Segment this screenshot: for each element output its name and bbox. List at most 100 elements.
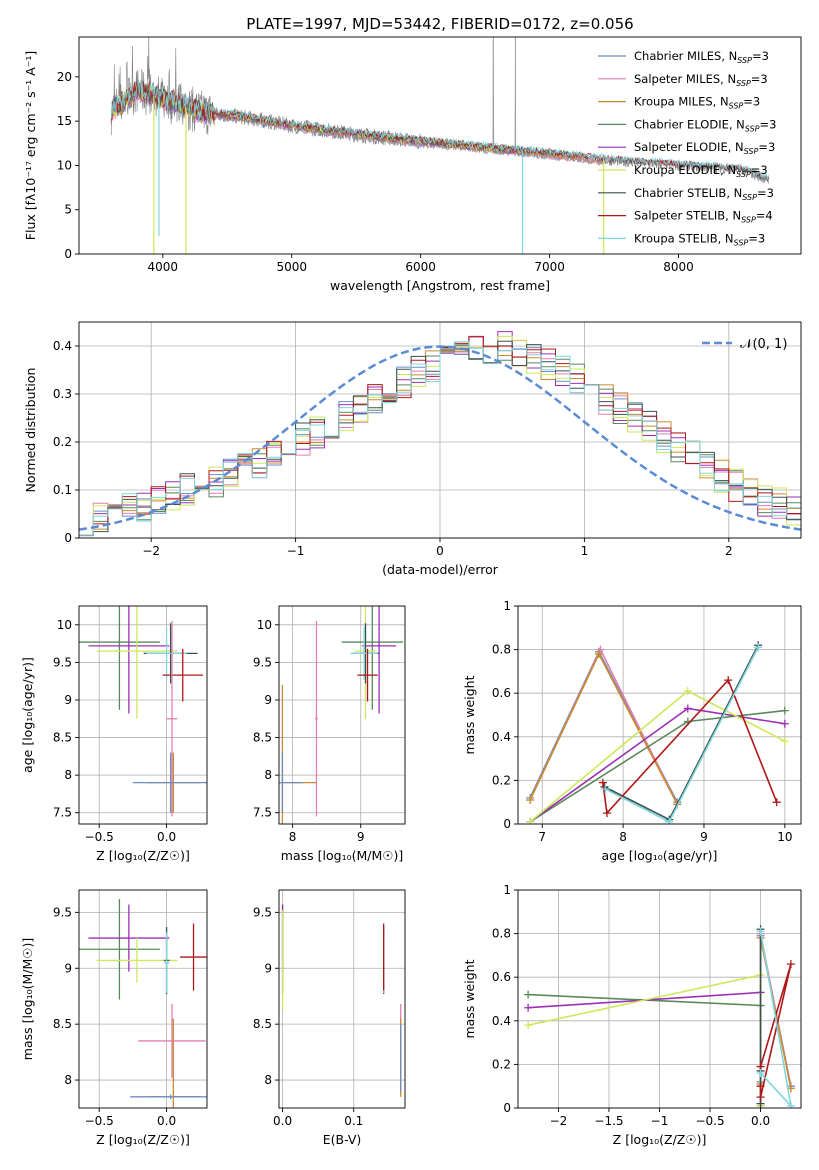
errorbar-kroupa-elodie bbox=[96, 606, 178, 719]
y-axis-label: age [log₁₀(age/yr)] bbox=[20, 657, 35, 773]
x-tick-label: 6000 bbox=[405, 260, 436, 274]
y-tick-label: 9.5 bbox=[253, 655, 272, 669]
mass-weight-vs-age-axes: 7 8 9 10 0 0.2 0.4 0.6 0.8 1 age [log₁₀(age/yr)] ma… bbox=[462, 599, 802, 863]
y-tick-label: 9 bbox=[64, 961, 72, 975]
x-tick-label: 4000 bbox=[148, 260, 179, 274]
errorbar-salpeter-miles bbox=[138, 1004, 206, 1078]
point-kroupa-miles bbox=[594, 649, 603, 658]
x-tick-label: −1.5 bbox=[594, 1114, 623, 1128]
x-tick-label: −0.5 bbox=[85, 1114, 114, 1128]
errorbar-kroupa-stelib bbox=[146, 627, 187, 680]
errorbar-chabrier-miles bbox=[132, 752, 207, 813]
point-kroupa-stelib bbox=[756, 1069, 765, 1078]
y-tick-label: 9 bbox=[264, 961, 272, 975]
errorbar-chabrier-miles bbox=[130, 1094, 207, 1100]
mass-vs-ebv-axes: 0.0 0.1 8 8.5 9 9.5 E(B-V) bbox=[253, 889, 406, 1147]
axes-frame bbox=[278, 605, 406, 825]
legend-label-salpeter-stelib: Salpeter STELIB, NSSP=4 bbox=[634, 209, 773, 225]
legend-label-kroupa-stelib: Kroupa STELIB, NSSP=3 bbox=[634, 231, 765, 247]
legend-label-salpeter-miles: Salpeter MILES, NSSP=3 bbox=[634, 72, 768, 88]
y-tick-label: 10 bbox=[57, 158, 72, 172]
axes-frame bbox=[278, 889, 406, 1109]
point-salpeter-elodie bbox=[524, 1003, 533, 1012]
point-kroupa-stelib bbox=[786, 1101, 795, 1108]
point-salpeter-elodie bbox=[683, 704, 692, 713]
errorbar-salpeter-elodie bbox=[362, 606, 397, 714]
y-tick-label: 0.6 bbox=[492, 970, 511, 984]
axes-frame bbox=[78, 36, 802, 255]
y-tick-label: 8.5 bbox=[253, 1017, 272, 1031]
point-kroupa-stelib bbox=[601, 785, 610, 794]
point-salpeter-stelib bbox=[598, 778, 607, 787]
line-kroupa-elodie bbox=[529, 690, 786, 823]
plot-area bbox=[281, 904, 402, 1097]
y-tick-label: 9 bbox=[264, 693, 272, 707]
age-vs-z-axes: −0.5 0.0 7.5 8 8.5 9 9.5 10 Z [log₁₀(Z/Z☉)] age [… bbox=[20, 605, 208, 863]
y-axis-label: Flux [fλ10⁻¹⁷ erg cm⁻² s⁻¹ A⁻¹] bbox=[23, 51, 38, 240]
model-spectrum-kroupa-stelib bbox=[110, 78, 770, 182]
plot-area bbox=[79, 606, 207, 817]
point-chabrier-elodie bbox=[780, 706, 789, 715]
errorbar-chabrier-miles bbox=[279, 752, 303, 813]
line-kroupa-miles bbox=[529, 652, 679, 805]
x-tick-label: 1 bbox=[581, 544, 589, 558]
point-kroupa-stelib bbox=[665, 817, 674, 824]
axes-decoration: 4000 5000 6000 7000 8000 0 5 10 15 20 wavelength [… bbox=[23, 36, 802, 293]
axes-decoration: 8 9 7.5 8 8.5 9 9.5 10 mass [log₁₀(M/M☉)] bbox=[253, 605, 406, 863]
errorbar-chabrier-elodie bbox=[79, 606, 160, 710]
hist-kroupa-stelib bbox=[79, 341, 801, 538]
mass-vs-z-axes: −0.5 0.0 8 8.5 9 9.5 Z [log₁₀(Z/Z☉)] mass [log₁… bbox=[20, 889, 208, 1147]
plot-area bbox=[110, 37, 770, 254]
y-tick-label: 9.5 bbox=[53, 905, 72, 919]
line-salpeter-elodie bbox=[528, 991, 762, 1106]
x-tick-label: 8 bbox=[619, 830, 627, 844]
axes-decoration: −2 −1.5 −1 −0.5 0.0 0 0.2 0.4 0.6 0.8 1 Z [log₁₀(Z/… bbox=[462, 883, 802, 1147]
x-axis-label: wavelength [Angstrom, rest frame] bbox=[330, 278, 550, 293]
point-salpeter-stelib bbox=[602, 809, 611, 818]
line-kroupa-stelib bbox=[604, 647, 759, 823]
y-tick-label: 0.4 bbox=[492, 1014, 511, 1028]
x-tick-label: −0.5 bbox=[695, 1114, 724, 1128]
point-kroupa-elodie bbox=[524, 1021, 533, 1030]
y-tick-label: 8.5 bbox=[53, 731, 72, 745]
y-tick-label: 20 bbox=[57, 70, 72, 84]
legend-label-kroupa-elodie: Kroupa ELODIE, NSSP=3 bbox=[634, 163, 768, 179]
y-tick-label: 0.3 bbox=[53, 387, 72, 401]
axes-decoration: 0.0 0.1 8 8.5 9 9.5 E(B-V) bbox=[253, 889, 406, 1147]
y-tick-label: 9.5 bbox=[53, 655, 72, 669]
y-tick-label: 0.8 bbox=[492, 643, 511, 657]
errorbar-kroupa-stelib bbox=[163, 932, 170, 993]
x-tick-label: 2 bbox=[725, 544, 733, 558]
spectrum-legend: Chabrier MILES, NSSP=3 Salpeter MILES, NS… bbox=[598, 49, 776, 247]
plot-area bbox=[79, 898, 207, 1108]
point-salpeter-stelib bbox=[786, 960, 795, 969]
y-tick-label: 8 bbox=[64, 1073, 72, 1087]
x-tick-label: 9 bbox=[357, 830, 365, 844]
legend-label-kroupa-miles: Kroupa MILES, NSSP=3 bbox=[634, 95, 760, 111]
x-tick-label: 10 bbox=[777, 830, 792, 844]
y-tick-label: 15 bbox=[57, 114, 72, 128]
legend-label-normal: 𝒩(0, 1) bbox=[740, 337, 787, 352]
errorbar-salpeter-stelib bbox=[180, 923, 207, 991]
residual-axes: −2 −1 0 1 2 0 0.1 0.2 0.3 0.4 (data-model)/error No… bbox=[23, 321, 802, 577]
line-salpeter-stelib bbox=[602, 678, 778, 815]
y-tick-label: 0.1 bbox=[53, 483, 72, 497]
errorbar-salpeter-miles bbox=[315, 621, 318, 817]
age-vs-mass-axes: 8 9 7.5 8 8.5 9 9.5 10 mass [log₁₀(M/M☉)] bbox=[253, 605, 406, 863]
point-salpeter-stelib bbox=[724, 676, 733, 685]
errorbar-salpeter-stelib bbox=[162, 648, 203, 702]
y-tick-label: 0.2 bbox=[53, 435, 72, 449]
x-axis-label: Z [log₁₀(Z/Z☉)] bbox=[96, 848, 190, 863]
y-tick-label: 0.2 bbox=[492, 1057, 511, 1071]
x-tick-label: 5000 bbox=[276, 260, 307, 274]
normal-curve bbox=[79, 345, 801, 531]
errorbar-salpeter-elodie bbox=[88, 606, 170, 714]
axes-frame bbox=[78, 889, 208, 1109]
errorbar-chabrier-elodie bbox=[341, 606, 403, 710]
x-tick-label: 0.0 bbox=[273, 1114, 292, 1128]
point-kroupa-stelib bbox=[756, 927, 765, 936]
x-axis-label: E(B-V) bbox=[323, 1132, 362, 1147]
y-tick-label: 10 bbox=[257, 618, 272, 632]
x-tick-label: 0 bbox=[436, 544, 444, 558]
